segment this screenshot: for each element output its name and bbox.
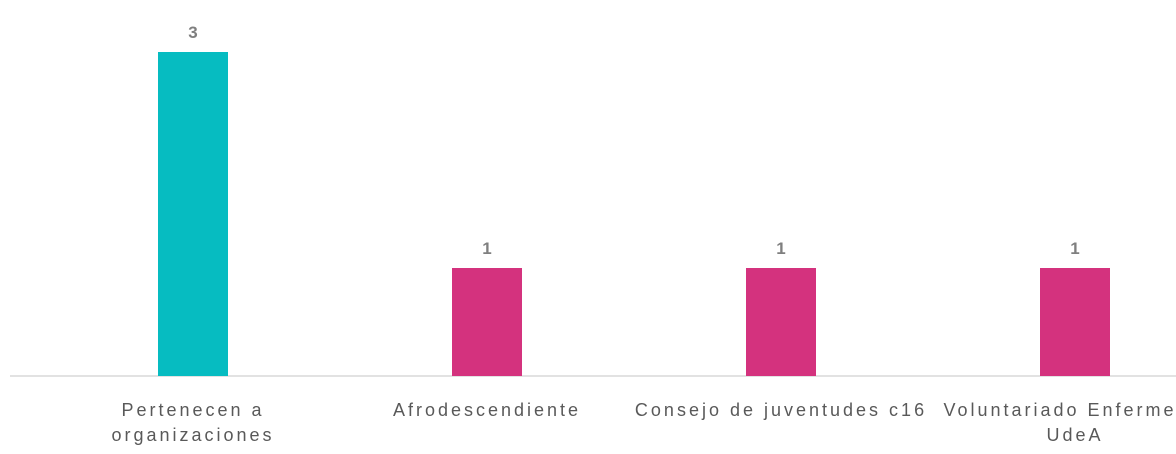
x-tick-label: Voluntariado Enfermería UdeA	[943, 400, 1176, 445]
bar	[158, 52, 228, 376]
bar	[746, 268, 816, 376]
bar	[452, 268, 522, 376]
value-label: 1	[776, 239, 785, 258]
value-label: 1	[482, 239, 491, 258]
value-label: 1	[1070, 239, 1079, 258]
bar	[1040, 268, 1110, 376]
x-tick-label: Consejo de juventudes c16	[634, 400, 928, 420]
x-tick-label: Afrodescendiente	[392, 400, 582, 420]
value-label: 3	[188, 23, 197, 42]
x-tick-label: Pertenecen a organizaciones	[111, 400, 275, 445]
